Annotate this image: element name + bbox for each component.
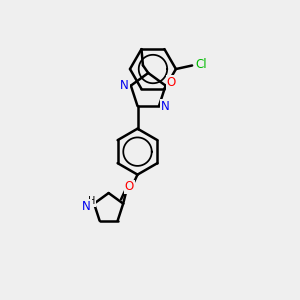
Text: N: N	[120, 79, 129, 92]
Text: O: O	[167, 76, 176, 89]
Text: N: N	[161, 100, 170, 112]
Text: H: H	[88, 196, 95, 206]
Text: N: N	[82, 200, 91, 213]
Text: O: O	[124, 181, 134, 194]
Text: Cl: Cl	[196, 58, 207, 70]
